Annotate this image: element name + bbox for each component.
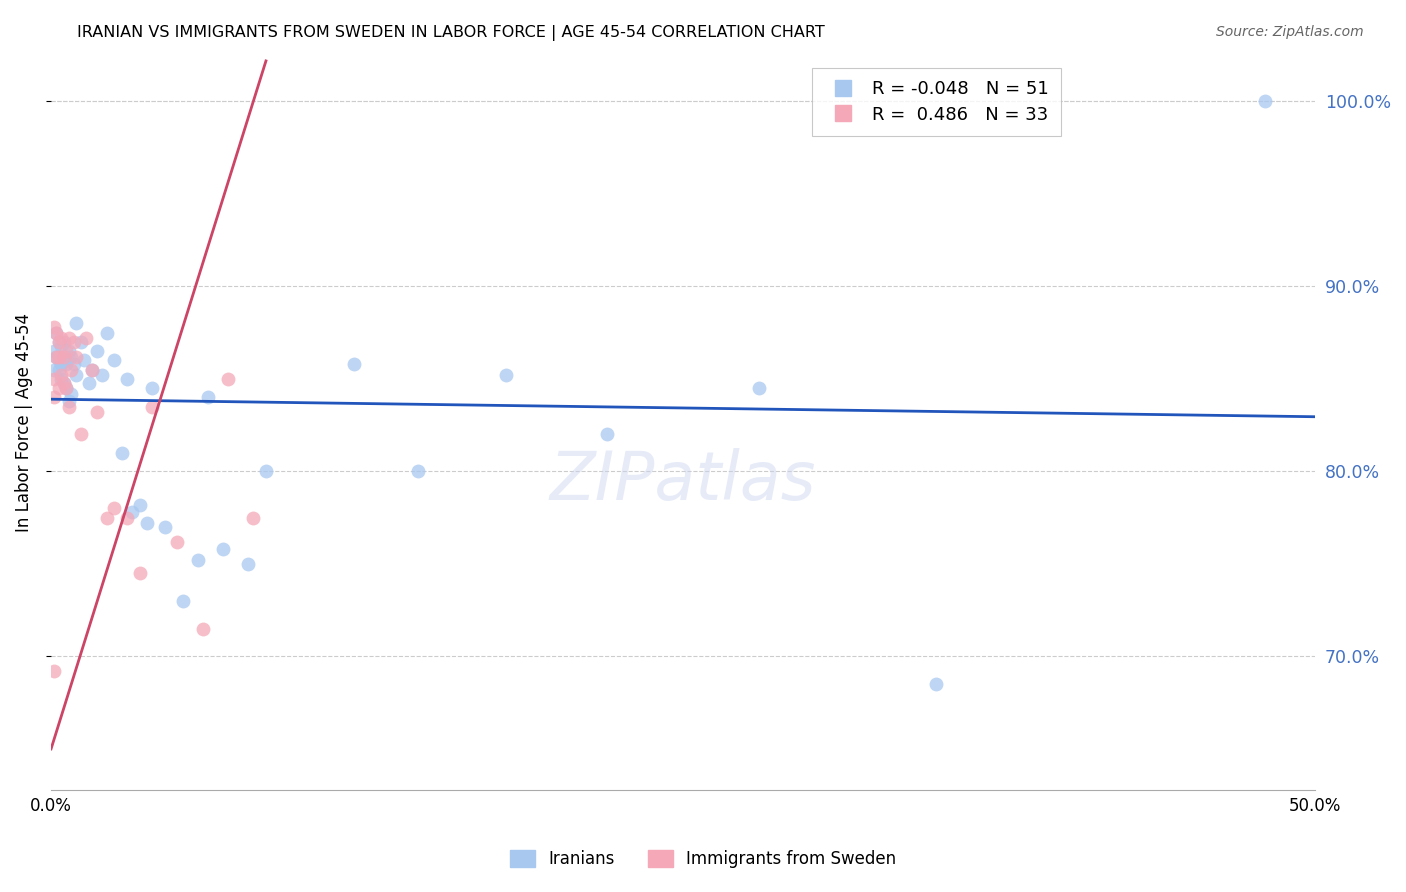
Point bbox=[65, 317, 87, 331]
Point bbox=[52, 376, 75, 390]
Point bbox=[42, 362, 65, 376]
Point bbox=[51, 372, 73, 386]
Point bbox=[51, 368, 73, 383]
Point bbox=[52, 376, 75, 390]
Text: 50.0%: 50.0% bbox=[1289, 797, 1341, 815]
Point bbox=[1253, 95, 1275, 109]
Point bbox=[51, 331, 73, 345]
Legend: Iranians, Immigrants from Sweden: Iranians, Immigrants from Sweden bbox=[503, 843, 903, 875]
Point bbox=[166, 534, 188, 549]
Point bbox=[48, 334, 70, 349]
Point bbox=[48, 350, 70, 364]
Point bbox=[65, 368, 87, 383]
Point bbox=[153, 520, 176, 534]
Point bbox=[96, 326, 118, 340]
Point bbox=[77, 376, 100, 390]
Point bbox=[58, 394, 80, 409]
Point bbox=[136, 516, 159, 531]
Y-axis label: In Labor Force | Age 45-54: In Labor Force | Age 45-54 bbox=[15, 313, 32, 532]
Point bbox=[128, 498, 150, 512]
Point bbox=[197, 391, 219, 405]
Point bbox=[62, 357, 84, 371]
Point bbox=[55, 344, 77, 359]
Point bbox=[48, 381, 70, 395]
Point bbox=[60, 362, 83, 376]
Point bbox=[96, 510, 118, 524]
Point bbox=[254, 464, 277, 478]
Point bbox=[58, 331, 80, 345]
Point bbox=[115, 510, 138, 524]
Point bbox=[55, 357, 77, 371]
Text: IRANIAN VS IMMIGRANTS FROM SWEDEN IN LABOR FORCE | AGE 45-54 CORRELATION CHART: IRANIAN VS IMMIGRANTS FROM SWEDEN IN LAB… bbox=[77, 25, 825, 41]
Point bbox=[80, 362, 103, 376]
Point bbox=[58, 344, 80, 359]
Point bbox=[42, 344, 65, 359]
Point bbox=[128, 566, 150, 581]
Point bbox=[242, 510, 264, 524]
Point bbox=[52, 334, 75, 349]
Point bbox=[90, 368, 112, 383]
Text: Source: ZipAtlas.com: Source: ZipAtlas.com bbox=[1216, 25, 1364, 39]
Point bbox=[42, 320, 65, 334]
Point bbox=[191, 622, 214, 636]
Point bbox=[62, 334, 84, 349]
Point bbox=[115, 372, 138, 386]
Point bbox=[217, 372, 239, 386]
Point bbox=[52, 350, 75, 364]
Point bbox=[58, 400, 80, 414]
Point bbox=[42, 372, 65, 386]
Point bbox=[65, 350, 87, 364]
Point bbox=[925, 677, 948, 691]
Point bbox=[596, 427, 619, 442]
Point bbox=[48, 334, 70, 349]
Point bbox=[48, 362, 70, 376]
Point bbox=[51, 338, 73, 352]
Point bbox=[55, 353, 77, 368]
Point bbox=[748, 381, 770, 395]
Point bbox=[238, 557, 260, 571]
Point bbox=[70, 427, 93, 442]
Point bbox=[73, 353, 96, 368]
Point bbox=[111, 446, 134, 460]
Point bbox=[121, 505, 143, 519]
Point bbox=[42, 391, 65, 405]
Point bbox=[172, 594, 194, 608]
Point bbox=[51, 357, 73, 371]
Point bbox=[60, 386, 83, 401]
Point bbox=[141, 381, 163, 395]
Point bbox=[55, 381, 77, 395]
Point bbox=[45, 326, 67, 340]
Point bbox=[86, 405, 108, 419]
Point bbox=[103, 501, 125, 516]
Point bbox=[80, 362, 103, 376]
Point bbox=[55, 381, 77, 395]
Point bbox=[75, 331, 97, 345]
Point bbox=[406, 464, 429, 478]
Point bbox=[45, 350, 67, 364]
Legend: R = -0.048   N = 51, R =  0.486   N = 33: R = -0.048 N = 51, R = 0.486 N = 33 bbox=[813, 68, 1062, 136]
Point bbox=[212, 542, 235, 557]
Point bbox=[45, 326, 67, 340]
Point bbox=[42, 665, 65, 679]
Point bbox=[70, 334, 93, 349]
Point bbox=[60, 350, 83, 364]
Point bbox=[495, 368, 517, 383]
Point bbox=[48, 353, 70, 368]
Point bbox=[343, 357, 366, 371]
Point bbox=[86, 344, 108, 359]
Point bbox=[52, 350, 75, 364]
Text: ZIPatlas: ZIPatlas bbox=[550, 448, 817, 514]
Point bbox=[45, 350, 67, 364]
Point bbox=[141, 400, 163, 414]
Point bbox=[187, 553, 209, 567]
Text: 0.0%: 0.0% bbox=[30, 797, 72, 815]
Point bbox=[103, 353, 125, 368]
